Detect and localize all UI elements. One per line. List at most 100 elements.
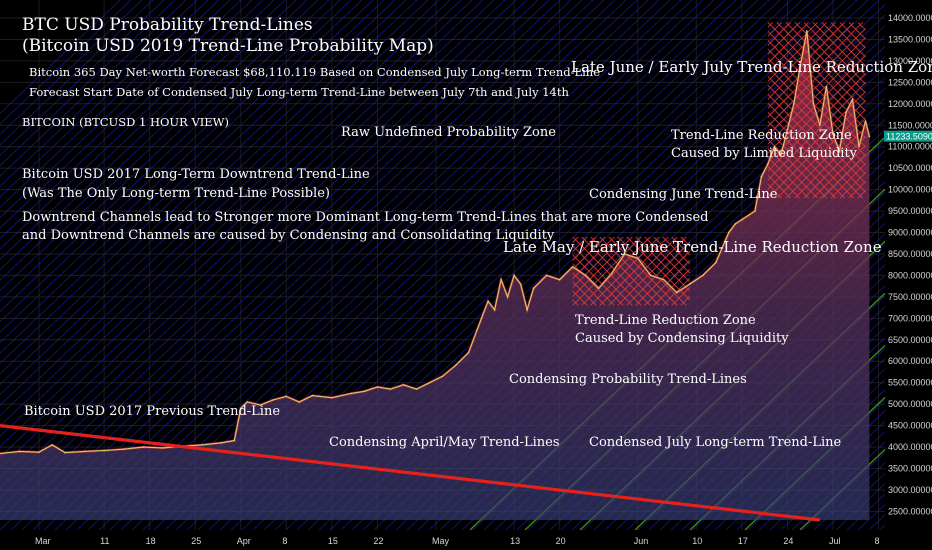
price-point bbox=[428, 381, 431, 384]
price-point bbox=[298, 401, 301, 403]
reduction-hatch-line bbox=[572, 236, 642, 306]
price-point bbox=[220, 442, 223, 444]
price-point bbox=[760, 176, 763, 178]
price-point bbox=[331, 396, 333, 399]
downtrend-note-label: (Was The Only Long-term Trend-Line Possi… bbox=[22, 186, 330, 201]
price-point bbox=[663, 278, 665, 281]
y-tick-label: 8500.00000000 bbox=[888, 249, 932, 259]
late-may-zone-label: Late May / Early June Trend-Line Reducti… bbox=[503, 238, 882, 256]
price-area bbox=[0, 30, 870, 521]
price-point bbox=[545, 274, 548, 277]
reduction-hatch-line bbox=[552, 22, 728, 198]
probability-trend-line bbox=[0, 0, 330, 313]
y-tick-label: 9500.00000000 bbox=[888, 206, 932, 216]
y-tick-label: 8000.00000000 bbox=[888, 270, 932, 280]
probability-trend-line bbox=[0, 0, 418, 396]
reduction-hatch-line bbox=[767, 22, 783, 37]
probability-trend-line bbox=[0, 0, 341, 323]
probability-trend-line bbox=[0, 0, 473, 448]
price-point bbox=[825, 85, 828, 88]
x-tick-label: 15 bbox=[328, 536, 338, 546]
reduction-hatch-line bbox=[321, 237, 390, 306]
probability-trend-line bbox=[0, 0, 484, 458]
reduction-hatch-line bbox=[507, 22, 683, 198]
reduction-hatch-line bbox=[644, 236, 690, 283]
price-point bbox=[689, 283, 691, 285]
price-point bbox=[767, 163, 769, 165]
y-tick-label: 7500.00000000 bbox=[888, 292, 932, 302]
price-point bbox=[240, 407, 242, 410]
probability-trend-line bbox=[0, 0, 187, 177]
y-tick-label: 6500.00000000 bbox=[888, 335, 932, 345]
probability-trend-line bbox=[76, 0, 638, 530]
price-point bbox=[506, 296, 509, 298]
probability-trend-line bbox=[0, 0, 198, 188]
series-lines bbox=[0, 30, 871, 522]
y-tick-label: 12500.00000000 bbox=[888, 77, 932, 87]
reduction-hatch-line bbox=[411, 237, 480, 306]
reduction-hatch-line bbox=[626, 236, 690, 301]
probability-trend-line bbox=[0, 0, 495, 469]
x-tick-label: 24 bbox=[783, 536, 793, 546]
x-tick-label: 22 bbox=[373, 536, 383, 546]
reduction-hatch-line bbox=[312, 237, 381, 306]
y-tick-label: 9000.00000000 bbox=[888, 228, 932, 238]
price-point bbox=[142, 446, 144, 448]
chart-subtitle: (Bitcoin USD 2019 Trend-Line Probability… bbox=[22, 36, 434, 56]
price-point bbox=[519, 283, 522, 285]
price-point bbox=[793, 103, 795, 105]
probability-trend-line bbox=[0, 0, 429, 406]
price-point bbox=[728, 231, 730, 234]
reduction-hatch-line bbox=[767, 66, 866, 166]
reduction-hatch-line bbox=[572, 254, 624, 306]
price-point bbox=[623, 253, 626, 255]
reduction-hatch-line bbox=[812, 22, 866, 76]
probability-trend-line bbox=[0, 0, 121, 115]
x-tick-label: Jul bbox=[829, 536, 841, 546]
probability-trend-line bbox=[0, 0, 253, 240]
late-june-reduction-zone-hatch bbox=[507, 22, 866, 199]
reduction-hatch-line bbox=[821, 22, 866, 67]
reduction-hatch-line bbox=[572, 236, 588, 253]
price-point bbox=[38, 451, 40, 454]
probability-trend-line bbox=[0, 0, 550, 521]
forecast-note: Bitcoin 365 Day Net-worth Forecast $68,1… bbox=[29, 65, 601, 79]
price-point bbox=[51, 444, 53, 446]
y-tick-label: 7000.00000000 bbox=[888, 313, 932, 323]
reduction-hatch-line bbox=[767, 39, 866, 139]
y-tick-label: 14000.00000000 bbox=[888, 13, 932, 23]
probability-trend-line bbox=[0, 0, 132, 125]
price-point bbox=[83, 450, 86, 453]
reduction-hatch-line bbox=[662, 277, 690, 306]
price-point bbox=[754, 210, 756, 212]
reduction-hatch-line bbox=[785, 117, 866, 199]
reduction-hatch-line bbox=[507, 22, 683, 198]
probability-trend-line bbox=[0, 0, 440, 417]
price-point bbox=[799, 64, 802, 66]
price-point bbox=[610, 272, 613, 275]
probability-trend-line bbox=[0, 0, 264, 250]
probability-trend-line bbox=[0, 0, 385, 365]
probability-trend-line bbox=[0, 0, 539, 510]
condensing-june-label: Condensing June Trend-Line bbox=[589, 187, 778, 202]
price-point bbox=[806, 30, 808, 32]
probability-trend-line bbox=[0, 0, 352, 333]
x-tick-label: 20 bbox=[556, 536, 566, 546]
price-point bbox=[122, 448, 125, 451]
y-tick-label: 13500.00000000 bbox=[888, 34, 932, 44]
condensing-probability-label: Condensing Probability Trend-Lines bbox=[509, 372, 747, 387]
reduction-hatch-line bbox=[572, 272, 606, 306]
probability-trend-line bbox=[10, 0, 572, 530]
price-point bbox=[350, 392, 353, 395]
reduction-hatch-line bbox=[671, 236, 690, 256]
price-point bbox=[812, 103, 815, 105]
reduction-hatch-line bbox=[671, 286, 690, 306]
reduction-hatch-line bbox=[572, 290, 588, 306]
probability-trend-line bbox=[87, 0, 649, 530]
reduction-hatch-line bbox=[581, 236, 651, 306]
reduction-hatch-line bbox=[794, 22, 866, 94]
price-point bbox=[200, 444, 203, 446]
probability-trend-line bbox=[0, 0, 165, 156]
